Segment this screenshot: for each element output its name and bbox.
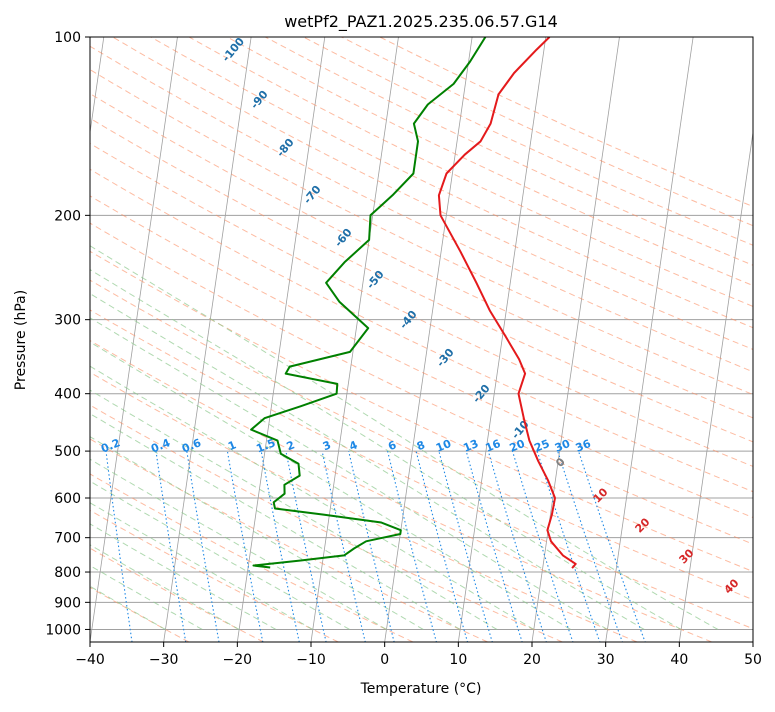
y-tick-label: 100 <box>54 30 81 46</box>
x-tick-label: 10 <box>449 652 467 668</box>
x-tick-label: 40 <box>670 652 688 668</box>
x-tick-label: 30 <box>597 652 615 668</box>
y-tick-label: 1000 <box>45 622 81 638</box>
x-tick-label: 50 <box>744 652 762 668</box>
y-tick-label: 400 <box>54 387 81 403</box>
x-tick-label: −10 <box>296 652 326 668</box>
x-tick-label: −30 <box>149 652 179 668</box>
y-tick-label: 900 <box>54 595 81 611</box>
y-tick-label: 800 <box>54 565 81 581</box>
y-tick-label: 600 <box>54 491 81 507</box>
x-tick-label: −20 <box>223 652 253 668</box>
y-tick-label: 200 <box>54 208 81 224</box>
x-tick-label: 20 <box>523 652 541 668</box>
chart-title: wetPf2_PAZ1.2025.235.06.57.G14 <box>284 12 558 32</box>
x-axis-label: Temperature (°C) <box>360 681 482 697</box>
x-tick-label: −40 <box>75 652 105 668</box>
y-axis-label: Pressure (hPa) <box>13 290 29 390</box>
y-tick-label: 300 <box>54 313 81 329</box>
y-tick-label: 700 <box>54 531 81 547</box>
x-tick-label: 0 <box>380 652 389 668</box>
y-tick-label: 500 <box>54 444 81 460</box>
